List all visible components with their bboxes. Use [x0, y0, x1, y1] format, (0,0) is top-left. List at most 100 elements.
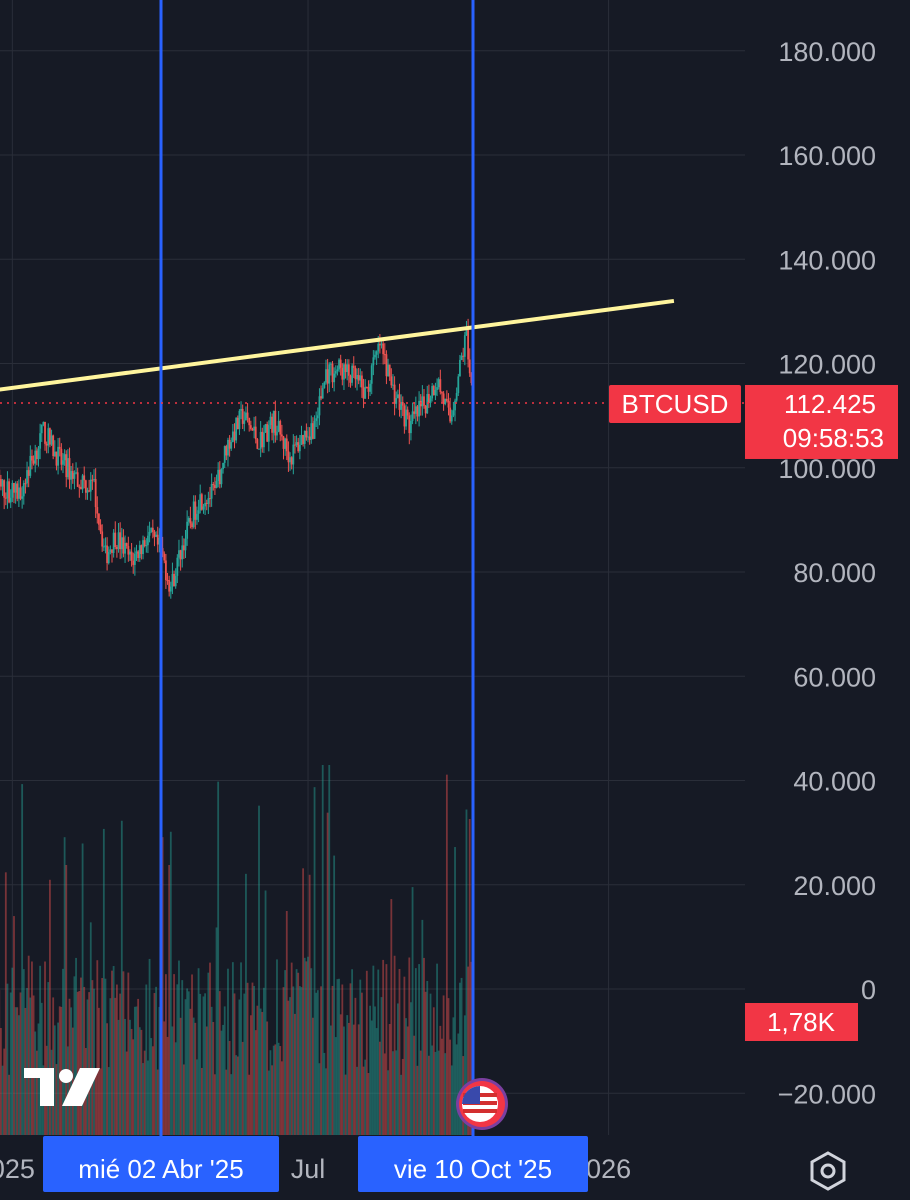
candle-body: [437, 379, 440, 388]
volume-bar: [465, 809, 468, 1135]
candle-body: [271, 416, 273, 433]
candle-body: [339, 359, 342, 368]
volume-bar: [62, 968, 64, 1135]
candle-body: [184, 538, 187, 551]
trendline-layer[interactable]: [0, 298, 675, 395]
candle-body: [182, 545, 185, 551]
candle-body: [445, 398, 448, 401]
us-flag-event-icon[interactable]: [456, 1078, 508, 1130]
marker-date-label: mié 02 Abr '25: [78, 1154, 243, 1184]
volume-bar: [329, 1025, 332, 1135]
volume-bar: [222, 1024, 224, 1135]
candle-body: [218, 469, 221, 485]
volume-bar: [114, 997, 117, 1135]
volume-bar: [449, 1039, 452, 1135]
candle-body: [140, 545, 143, 555]
candle-body: [423, 396, 425, 406]
volume-bar: [267, 1070, 270, 1135]
volume-bar: [266, 1021, 269, 1135]
candle-body: [158, 537, 161, 545]
volume-bar: [294, 1013, 296, 1135]
candle-body: [142, 540, 144, 555]
candle-body: [173, 573, 175, 587]
candle-body: [186, 521, 189, 539]
volume-bar: [356, 1066, 358, 1135]
x-tick-label: 025: [0, 1154, 35, 1184]
volume-bar: [204, 993, 207, 1135]
volume-bar: [392, 1051, 394, 1135]
candle-body: [220, 469, 223, 485]
settings-icon[interactable]: [810, 1151, 846, 1191]
volume-bar: [411, 887, 414, 1135]
candle-body: [223, 446, 226, 463]
volume-bar: [212, 1021, 215, 1135]
candle-body: [235, 417, 238, 441]
volume-bar: [395, 1050, 398, 1135]
time-axis[interactable]: 025 Jul 026 mié 02 Abr '25 vie 10 Oct '25: [0, 1136, 631, 1192]
last-price-tag[interactable]: [745, 384, 898, 459]
volume-bar: [71, 1027, 74, 1135]
symbol-tag[interactable]: [609, 384, 741, 423]
volume-bar: [0, 1028, 2, 1135]
candle-body: [329, 363, 332, 365]
candle-body: [359, 375, 362, 381]
candle-body: [320, 396, 322, 399]
volume-bar: [31, 961, 33, 1135]
volume-bar: [390, 899, 393, 1135]
volume-bar: [202, 996, 205, 1135]
candle-body: [150, 527, 153, 532]
volume-bar: [205, 1026, 208, 1135]
volume-bar: [217, 781, 220, 1135]
volume-tag[interactable]: [745, 1003, 858, 1041]
candle-body: [68, 458, 71, 480]
candle-body: [411, 411, 414, 421]
candle-body: [370, 365, 373, 384]
volume-bar: [251, 982, 254, 1135]
candle-body: [112, 532, 115, 553]
volume-bar: [76, 991, 79, 1135]
marker-date-label: vie 10 Oct '25: [394, 1154, 552, 1184]
volume-bar: [325, 1068, 327, 1135]
candle-body: [410, 420, 412, 434]
volume-bar: [434, 1051, 437, 1135]
candle-body: [96, 507, 99, 514]
candle-body: [279, 421, 282, 435]
volume-bar: [231, 962, 234, 1135]
candle-body: [135, 551, 138, 554]
volume-bar: [447, 998, 450, 1135]
volume-bar: [133, 1006, 136, 1135]
trendline[interactable]: [0, 298, 675, 395]
volume-bar: [104, 978, 107, 1135]
volume-bar: [151, 1046, 154, 1135]
volume-bar: [14, 1007, 17, 1135]
volume-bar: [99, 1068, 102, 1135]
vertical-marker-lines[interactable]: [159, 0, 475, 1140]
candle-body: [191, 523, 193, 528]
marker-date-tag[interactable]: [358, 1136, 588, 1192]
volume-bar: [101, 978, 104, 1135]
candle-body: [325, 369, 327, 383]
volume-bar: [346, 1015, 349, 1135]
candle-body: [199, 494, 202, 511]
volume-bar: [225, 1069, 228, 1135]
volume-bar: [351, 969, 354, 1135]
candle-body: [241, 408, 244, 424]
candle-body: [147, 535, 149, 546]
candle-body: [176, 557, 179, 576]
candle-body: [174, 575, 177, 587]
candle-body: [421, 396, 424, 407]
marker-date-tag[interactable]: [43, 1136, 279, 1192]
candle-body: [385, 354, 388, 377]
candle-body: [310, 423, 313, 440]
candle-body: [233, 431, 236, 441]
y-tick-label: 80.000: [793, 558, 876, 588]
candle-body: [372, 357, 375, 366]
candle-body: [292, 444, 295, 465]
candle-body: [120, 537, 123, 550]
candle-body: [382, 343, 385, 355]
price-axis[interactable]: 180.000160.000140.000120.000100.00080.00…: [609, 37, 898, 1110]
candle-body: [153, 532, 156, 537]
candle-body: [60, 448, 63, 465]
volume-bar: [129, 1019, 131, 1135]
